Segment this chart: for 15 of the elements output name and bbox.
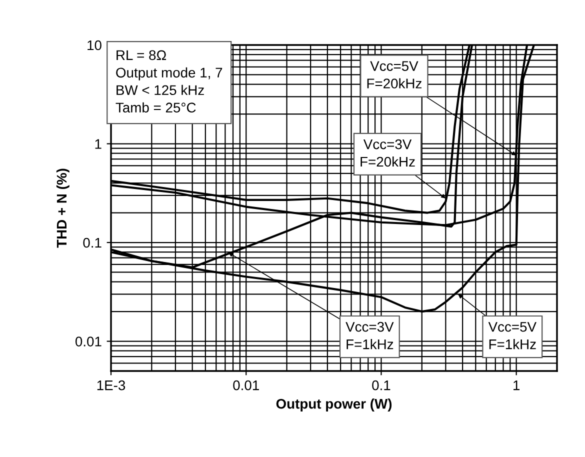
x-tick-label: 1E-3 [97, 380, 126, 390]
annotation: RL = 8Ω Output mode 1, 7 BW < 125 kHz Tamb = 25°C [116, 50, 222, 113]
y-tick-label: 0.1 [83, 238, 102, 248]
annotation: Vcc=3V F=20kHz [360, 139, 415, 167]
x-axis-title: Output power (W) [276, 398, 392, 412]
annotation: Vcc=3V F=1kHz [346, 322, 394, 350]
annotation: Vcc=5V F=20kHz [367, 61, 422, 88]
y-tick-label: 1 [95, 139, 102, 149]
y-tick-label: 0.01 [75, 336, 102, 346]
x-tick-label: 0.1 [372, 380, 390, 390]
y-tick-label: 10 [88, 40, 102, 50]
x-tick-label: 1 [514, 380, 520, 390]
annotation: Vcc=5V F=1kHz [488, 322, 536, 350]
x-tick-label: 0.01 [233, 380, 259, 390]
y-axis-title: THD + N (%) [56, 168, 70, 248]
